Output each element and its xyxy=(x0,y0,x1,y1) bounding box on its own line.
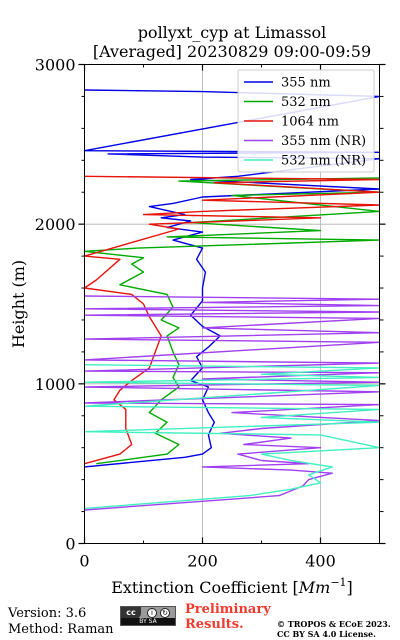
legend-label: 1064 nm xyxy=(281,115,339,130)
y-tick-label: 2000 xyxy=(35,215,76,234)
legend-label: 355 nm (NR) xyxy=(281,134,366,149)
method-label: Method: Raman xyxy=(8,622,114,637)
legend-label: 532 nm (NR) xyxy=(281,154,366,169)
x-tick-label: 0 xyxy=(79,552,89,571)
extinction-profile-chart: pollyxt_cyp at Limassol [Averaged] 20230… xyxy=(9,23,386,597)
legend-label: 355 nm xyxy=(281,76,331,91)
preliminary-notice-line2: Results. xyxy=(185,617,244,632)
y-tick-label: 1000 xyxy=(35,375,76,394)
share-alike-icon: ↻ xyxy=(160,608,170,618)
version-label: Version: 3.6 xyxy=(8,606,87,621)
x-tick-label: 200 xyxy=(187,552,218,571)
legend-box xyxy=(237,69,375,173)
copyright-line1: © TROPOS & ECoE 2023. xyxy=(277,619,391,629)
x-tick-label: 400 xyxy=(305,552,336,571)
cc-license-logo[interactable]: cc i ↻ BY SA xyxy=(120,606,176,626)
preliminary-notice-line1: Preliminary xyxy=(185,602,271,617)
chart-subtitle: [Averaged] 20230829 09:00-09:59 xyxy=(93,42,371,61)
legend: 355 nm 532 nm 1064 nm 355 nm (NR) 532 nm (NR… xyxy=(237,69,375,173)
cc-icon: cc xyxy=(121,607,141,619)
x-axis-label: Extinction Coefficient [Mm−1] xyxy=(111,576,353,597)
attribution-icon: i xyxy=(147,608,157,618)
copyright-line2: CC BY SA 4.0 License. xyxy=(277,629,376,639)
axis-ticks: 0 200 400 0 1000 2000 3000 xyxy=(35,56,386,571)
legend-label: 532 nm xyxy=(281,95,331,110)
y-axis-label: Height (m) xyxy=(9,260,28,348)
y-tick-label: 3000 xyxy=(35,56,76,75)
plot-frame xyxy=(84,64,380,544)
cc-by-sa-label: BY SA xyxy=(121,618,175,625)
y-tick-label: 0 xyxy=(65,535,75,554)
chart-title: pollyxt_cyp at Limassol xyxy=(138,23,327,42)
